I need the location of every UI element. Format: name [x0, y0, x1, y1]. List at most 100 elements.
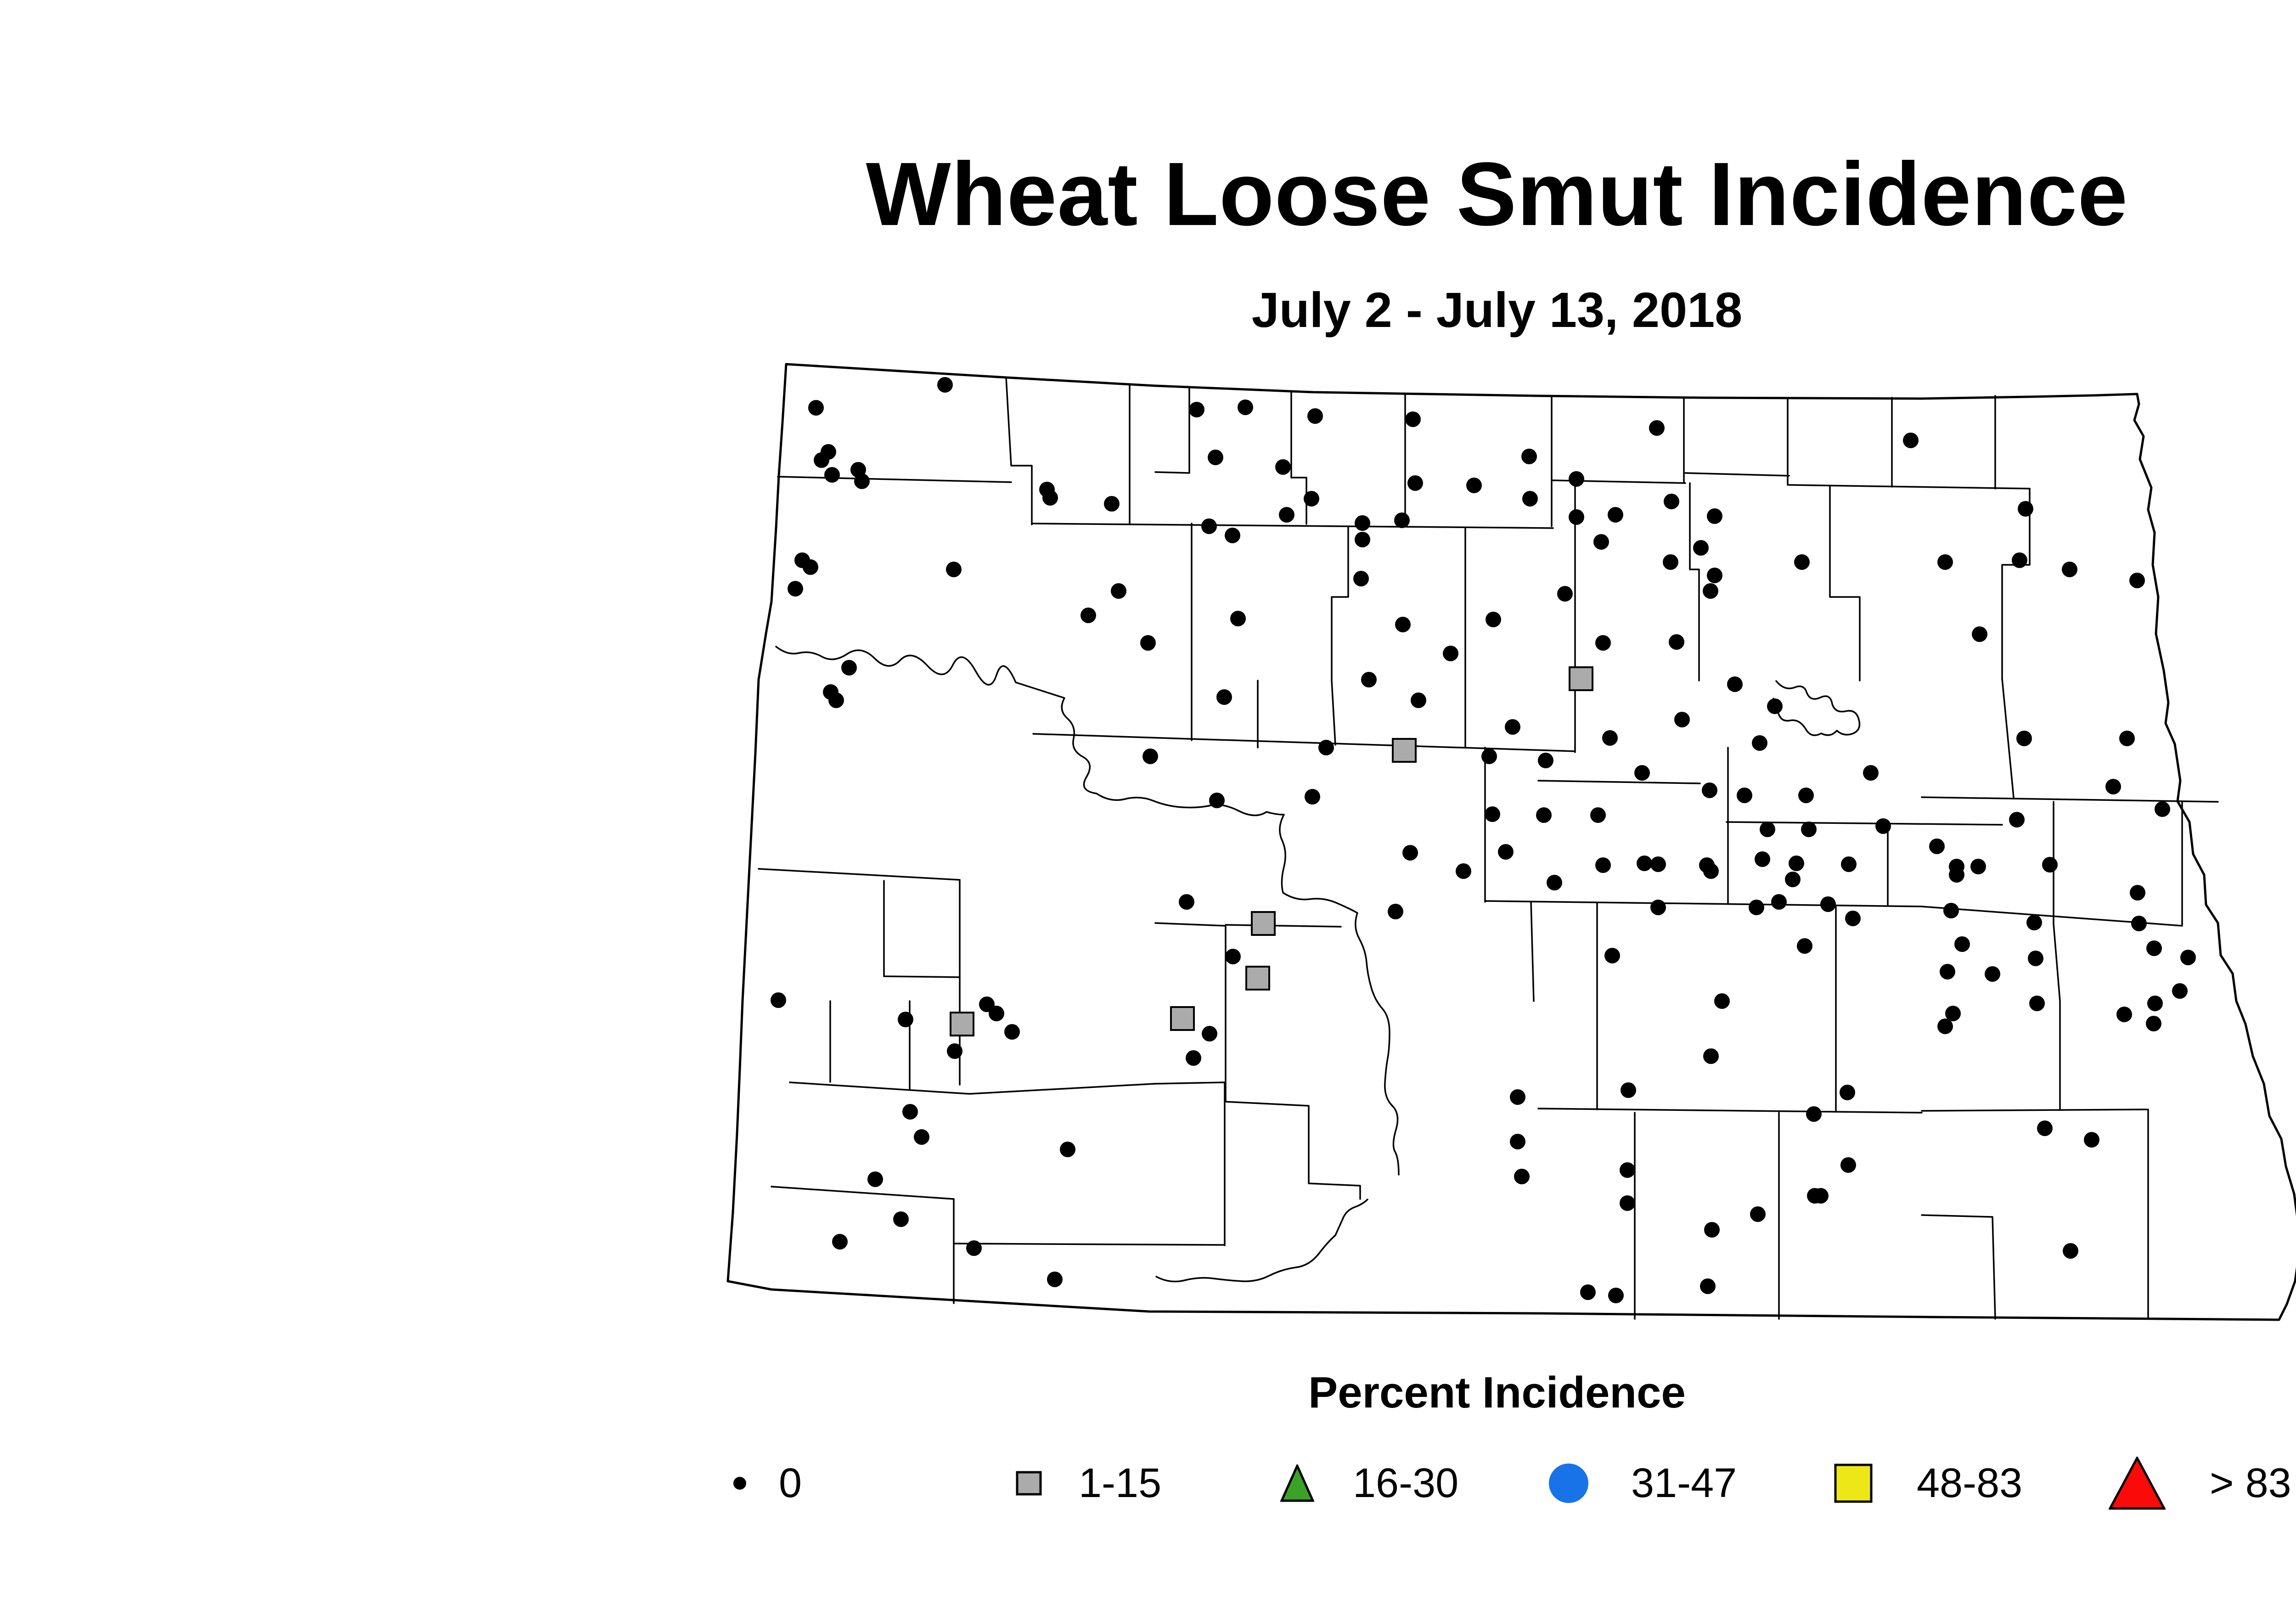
incidence-point-zero — [914, 1129, 929, 1145]
incidence-point-zero — [2172, 983, 2188, 999]
incidence-point-zero — [1279, 507, 1294, 523]
incidence-point-zero — [2037, 1120, 2053, 1136]
incidence-point-zero — [1230, 611, 1246, 626]
incidence-point-zero — [824, 467, 840, 483]
incidence-point-zero — [808, 400, 824, 416]
incidence-point-zero — [1727, 676, 1743, 692]
incidence-point-zero — [1407, 475, 1423, 491]
incidence-point-zero — [1608, 1288, 1624, 1303]
incidence-point-zero — [1954, 936, 1970, 952]
missouri-river — [775, 646, 1400, 1176]
incidence-point-zero — [1361, 672, 1377, 687]
incidence-point-zero — [2129, 573, 2145, 588]
incidence-point-zero — [1595, 857, 1611, 873]
legend-marker-circle-icon — [1549, 1464, 1588, 1503]
incidence-point-zero — [1521, 449, 1537, 464]
incidence-point-zero — [1580, 1284, 1596, 1300]
incidence-point-zero — [1514, 1169, 1530, 1184]
incidence-point-zero — [1940, 964, 1955, 980]
incidence-point-zero — [1663, 554, 1678, 570]
incidence-point-zero — [1752, 735, 1767, 751]
incidence-point-zero — [1225, 949, 1241, 964]
incidence-point-zero — [1485, 806, 1500, 822]
incidence-point-zero — [1704, 1222, 1720, 1238]
incidence-point-zero — [2146, 940, 2162, 956]
incidence-point-zero — [902, 1104, 918, 1120]
incidence-point-zero — [1863, 765, 1879, 781]
incidence-point-zero — [1650, 900, 1666, 915]
incidence-point-zero — [841, 660, 857, 676]
incidence-point-zero — [2130, 885, 2145, 901]
incidence-point-zero — [1522, 491, 1538, 507]
legend-label: 31-47 — [1631, 1460, 1737, 1506]
incidence-point-1-15 — [1251, 911, 1276, 936]
incidence-point-zero — [1443, 646, 1458, 661]
incidence-point-zero — [1700, 1278, 1716, 1294]
incidence-point-zero — [2026, 915, 2042, 930]
page-title: Wheat Loose Smut Incidence — [866, 144, 2128, 244]
incidence-point-zero — [1602, 730, 1618, 746]
incidence-point-zero — [771, 992, 786, 1008]
incidence-point-zero — [1693, 540, 1709, 556]
legend-label: 48-83 — [1917, 1460, 2023, 1506]
incidence-point-zero — [814, 452, 829, 468]
incidence-point-zero — [1703, 863, 1719, 879]
incidence-point-zero — [1466, 478, 1482, 493]
incidence-point-zero — [1714, 993, 1730, 1009]
incidence-point-zero — [1304, 491, 1319, 507]
incidence-point-zero — [1703, 1048, 1719, 1064]
incidence-point-zero — [1771, 894, 1787, 910]
incidence-point-zero — [1703, 583, 1718, 599]
incidence-point-zero — [1794, 554, 1810, 570]
incidence-point-zero — [832, 1234, 848, 1250]
incidence-point-zero — [2116, 1007, 2132, 1022]
incidence-point-zero — [1650, 856, 1666, 872]
incidence-point-zero — [788, 581, 803, 597]
legend-marker-square-icon — [1016, 1471, 1042, 1496]
incidence-point-zero — [1820, 896, 1836, 912]
incidence-point-zero — [2105, 779, 2121, 794]
incidence-point-zero — [1202, 1026, 1217, 1041]
incidence-point-zero — [1179, 894, 1194, 910]
incidence-point-zero — [828, 692, 844, 708]
legend-item-3147: 31-47 — [1548, 1437, 1737, 1529]
incidence-point-zero — [1189, 402, 1204, 417]
incidence-point-zero — [1104, 496, 1120, 512]
incidence-point-1-15 — [1569, 666, 1593, 691]
incidence-point-zero — [867, 1171, 883, 1187]
incidence-point-zero — [1505, 719, 1520, 735]
incidence-point-zero — [1042, 490, 1058, 506]
incidence-point-zero — [1750, 1206, 1766, 1222]
incidence-point-zero — [1669, 634, 1684, 650]
incidence-point-zero — [2084, 1132, 2099, 1148]
incidence-point-zero — [1140, 635, 1156, 651]
incidence-point-zero — [1510, 1134, 1525, 1149]
incidence-point-zero — [2180, 950, 2196, 965]
incidence-point-zero — [1405, 411, 1421, 427]
incidence-point-zero — [1557, 586, 1573, 602]
incidence-point-zero — [893, 1211, 909, 1227]
incidence-point-zero — [2028, 951, 2043, 966]
legend-label: 0 — [779, 1460, 802, 1506]
incidence-point-zero — [1004, 1024, 1020, 1040]
incidence-points-zero — [771, 377, 2196, 1303]
incidence-point-zero — [2146, 1016, 2161, 1031]
legend-item-83: > 83 — [2109, 1437, 2291, 1529]
incidence-point-zero — [1798, 788, 1814, 803]
legend-label: 16-30 — [1353, 1460, 1459, 1506]
incidence-point-zero — [947, 1043, 962, 1059]
incidence-point-zero — [1840, 1085, 1855, 1100]
incidence-point-zero — [1621, 1082, 1636, 1098]
incidence-point-zero — [1510, 1089, 1525, 1105]
incidence-point-zero — [989, 1006, 1004, 1021]
incidence-point-zero — [1486, 612, 1501, 627]
incidence-point-zero — [1760, 822, 1775, 837]
state-outline — [726, 363, 2296, 1321]
incidence-point-zero — [1749, 900, 1764, 915]
incidence-point-zero — [1590, 807, 1606, 823]
incidence-point-zero — [1388, 904, 1403, 919]
incidence-point-zero — [1498, 844, 1514, 860]
legend-title: Percent Incidence — [1308, 1368, 1686, 1417]
incidence-point-zero — [1395, 617, 1411, 632]
incidence-point-zero — [1353, 571, 1369, 586]
